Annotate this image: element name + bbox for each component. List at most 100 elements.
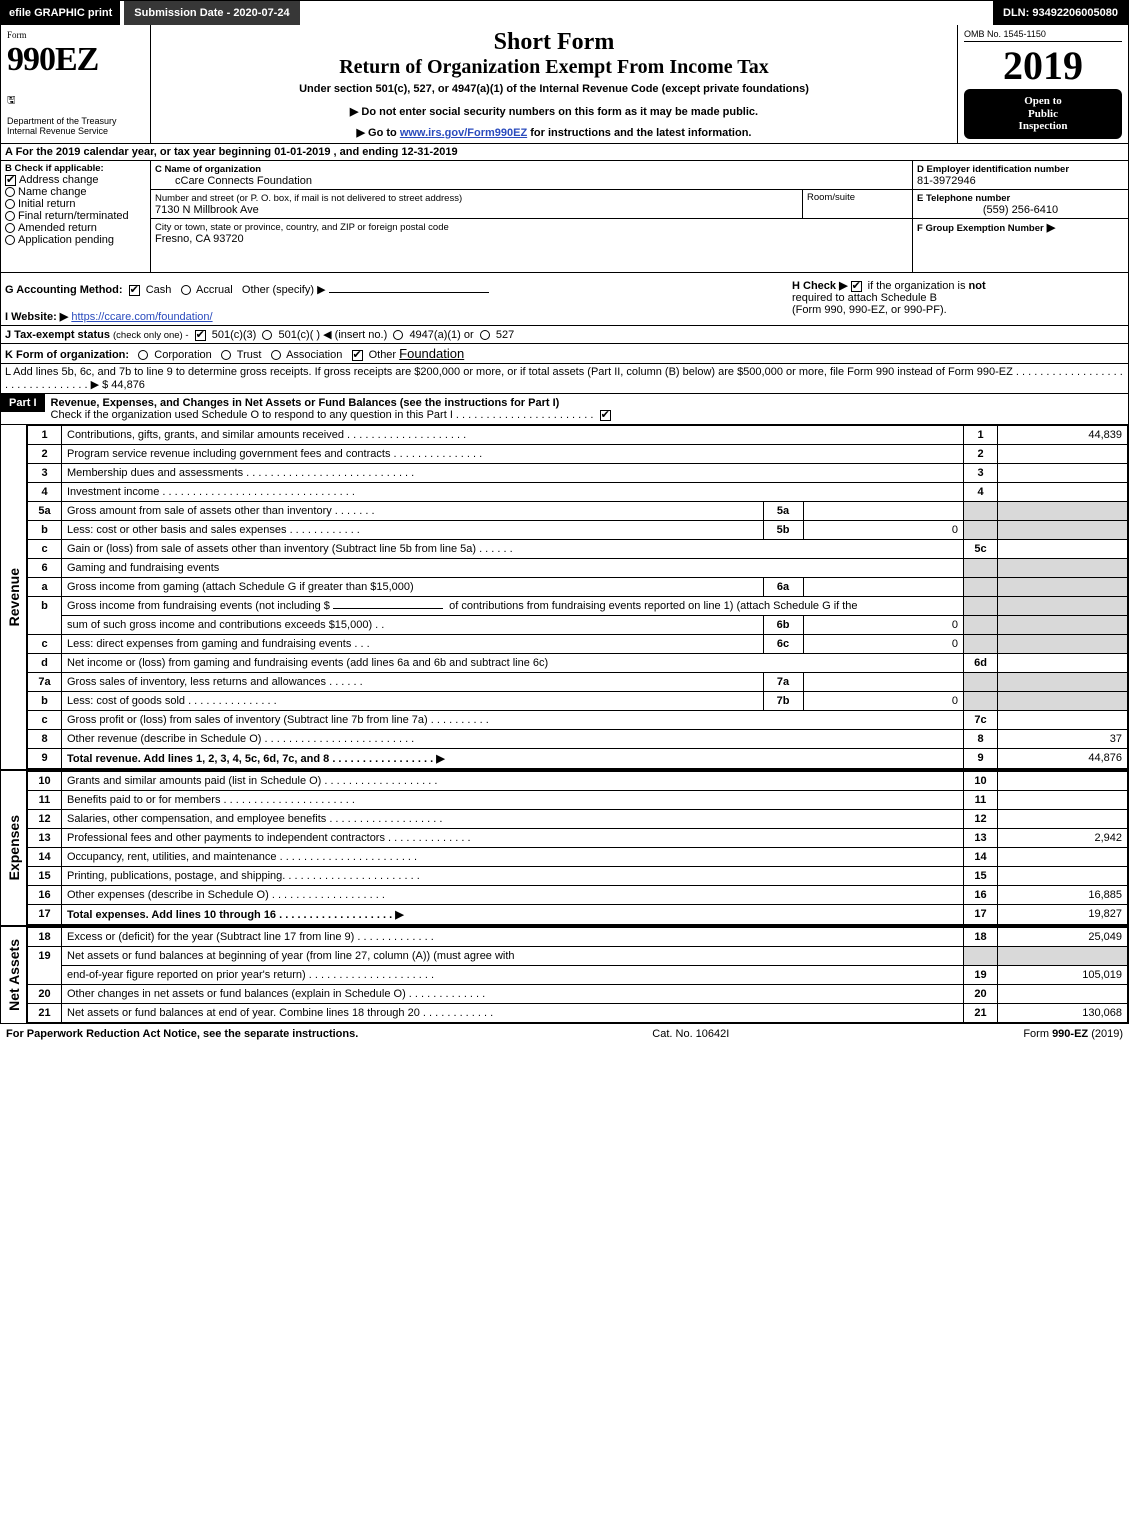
shade-cell — [998, 521, 1128, 540]
line-amt: 25,049 — [998, 928, 1128, 947]
line-amt — [998, 540, 1128, 559]
shade-cell — [964, 578, 998, 597]
page-footer: For Paperwork Reduction Act Notice, see … — [0, 1024, 1129, 1048]
line-idx: 18 — [964, 928, 998, 947]
line-idx: 7c — [964, 711, 998, 730]
line-text: Program service revenue including govern… — [62, 445, 964, 464]
table-row: a Gross income from gaming (attach Sched… — [28, 578, 1128, 597]
line-amt: 105,019 — [998, 966, 1128, 985]
line-amt — [998, 867, 1128, 886]
city-label: City or town, state or province, country… — [155, 222, 449, 233]
table-row: 2Program service revenue including gover… — [28, 445, 1128, 464]
chk-final-return[interactable]: Final return/terminated — [5, 210, 146, 222]
note-ssn: ▶ Do not enter social security numbers o… — [157, 105, 951, 118]
shade-cell — [998, 578, 1128, 597]
j-501c-radio[interactable] — [262, 330, 272, 340]
line-text: end-of-year figure reported on prior yea… — [62, 966, 964, 985]
chk-address-change[interactable]: Address change — [5, 174, 146, 186]
line-text: Investment income . . . . . . . . . . . … — [62, 483, 964, 502]
l-text: L Add lines 5b, 6c, and 7b to line 9 to … — [5, 366, 1123, 391]
sub-box-label: 7b — [763, 692, 803, 710]
table-row: 5a Gross amount from sale of assets othe… — [28, 502, 1128, 521]
line-7b-wrap: Less: cost of goods sold . . . . . . . .… — [62, 692, 964, 711]
e-label: E Telephone number — [917, 193, 1010, 204]
line-idx: 4 — [964, 483, 998, 502]
efile-print-button[interactable]: efile GRAPHIC print — [1, 1, 120, 25]
k-corp-radio[interactable] — [138, 350, 148, 360]
table-row: 13Professional fees and other payments t… — [28, 829, 1128, 848]
k-trust-radio[interactable] — [221, 350, 231, 360]
k-other-checkbox[interactable] — [352, 350, 363, 361]
table-row: 14Occupancy, rent, utilities, and mainte… — [28, 848, 1128, 867]
c-label: C Name of organization — [155, 164, 261, 175]
submission-date-label: Submission Date - 2020-07-24 — [124, 1, 299, 25]
line-amt — [998, 445, 1128, 464]
table-row: 19Net assets or fund balances at beginni… — [28, 947, 1128, 966]
open-to-public-badge: Open to Public Inspection — [964, 89, 1122, 139]
table-row: 15Printing, publications, postage, and s… — [28, 867, 1128, 886]
form-number-cell: Form 990EZ 🖫 Department of the Treasury … — [1, 25, 151, 143]
shade-cell — [998, 947, 1128, 966]
table-row: b Less: cost or other basis and sales ex… — [28, 521, 1128, 540]
cash-checkbox[interactable] — [129, 285, 140, 296]
shade-cell — [998, 502, 1128, 521]
omb-label: OMB No. 1545-1150 — [964, 29, 1122, 42]
k-label: K Form of organization: — [5, 349, 129, 361]
line-text: Gross amount from sale of assets other t… — [62, 502, 763, 520]
line-amt — [998, 464, 1128, 483]
chk-amended-return[interactable]: Amended return — [5, 222, 146, 234]
open-l2: Public — [1028, 108, 1058, 120]
line-text: Benefits paid to or for members . . . . … — [62, 791, 964, 810]
j-501c3-checkbox[interactable] — [195, 330, 206, 341]
line-text: Net income or (loss) from gaming and fun… — [62, 654, 964, 673]
chk-label: Name change — [18, 186, 87, 198]
j-opt4: 527 — [496, 329, 514, 341]
j-4947-radio[interactable] — [393, 330, 403, 340]
radio-icon — [5, 187, 15, 197]
line-amt: 16,885 — [998, 886, 1128, 905]
box-b-title: B Check if applicable: — [5, 163, 146, 174]
chk-name-change[interactable]: Name change — [5, 186, 146, 198]
j-label: J Tax-exempt status — [5, 329, 110, 341]
line-amt — [998, 711, 1128, 730]
g-other: Other (specify) ▶ — [242, 284, 326, 296]
shade-cell — [964, 947, 998, 966]
revenue-section: Revenue 1Contributions, gifts, grants, a… — [1, 425, 1128, 769]
k-assoc-radio[interactable] — [271, 350, 281, 360]
part1-checkbox[interactable] — [600, 410, 611, 421]
shade-cell — [964, 559, 998, 578]
shade-cell — [964, 521, 998, 540]
website-link[interactable]: https://ccare.com/foundation/ — [71, 311, 212, 323]
table-row: 6Gaming and fundraising events — [28, 559, 1128, 578]
line-text: Printing, publications, postage, and shi… — [62, 867, 964, 886]
shade-cell — [998, 559, 1128, 578]
j-opt2: 501(c)( ) ◀ (insert no.) — [279, 329, 388, 341]
radio-icon — [5, 199, 15, 209]
footer-center: Cat. No. 10642I — [652, 1028, 729, 1040]
table-row: 18Excess or (deficit) for the year (Subt… — [28, 928, 1128, 947]
line-amt — [998, 810, 1128, 829]
shade-cell — [964, 616, 998, 635]
form-label: Form — [7, 30, 27, 40]
line-text: Less: cost or other basis and sales expe… — [62, 521, 763, 539]
chk-application-pending[interactable]: Application pending — [5, 234, 146, 270]
j-527-radio[interactable] — [480, 330, 490, 340]
h-checkbox[interactable] — [851, 281, 862, 292]
table-row: 7a Gross sales of inventory, less return… — [28, 673, 1128, 692]
line-amt — [998, 483, 1128, 502]
part1-bar: Part I — [1, 394, 45, 412]
instructions-link[interactable]: www.irs.gov/Form990EZ — [400, 127, 527, 139]
line-text: Occupancy, rent, utilities, and maintena… — [62, 848, 964, 867]
period-text: A For the 2019 calendar year, or tax yea… — [1, 144, 1128, 160]
accrual-radio[interactable] — [181, 285, 191, 295]
line-text: Total revenue. Add lines 1, 2, 3, 4, 5c,… — [62, 749, 964, 769]
i-label: I Website: ▶ — [5, 311, 68, 323]
line-text: Excess or (deficit) for the year (Subtra… — [62, 928, 964, 947]
note2-prefix: ▶ Go to — [357, 127, 400, 139]
line-text: Contributions, gifts, grants, and simila… — [62, 426, 964, 445]
line-a: A For the 2019 calendar year, or tax yea… — [1, 144, 1128, 161]
line-text: Membership dues and assessments . . . . … — [62, 464, 964, 483]
chk-initial-return[interactable]: Initial return — [5, 198, 146, 210]
g-accrual: Accrual — [196, 284, 233, 296]
open-l3: Inspection — [1019, 120, 1068, 132]
